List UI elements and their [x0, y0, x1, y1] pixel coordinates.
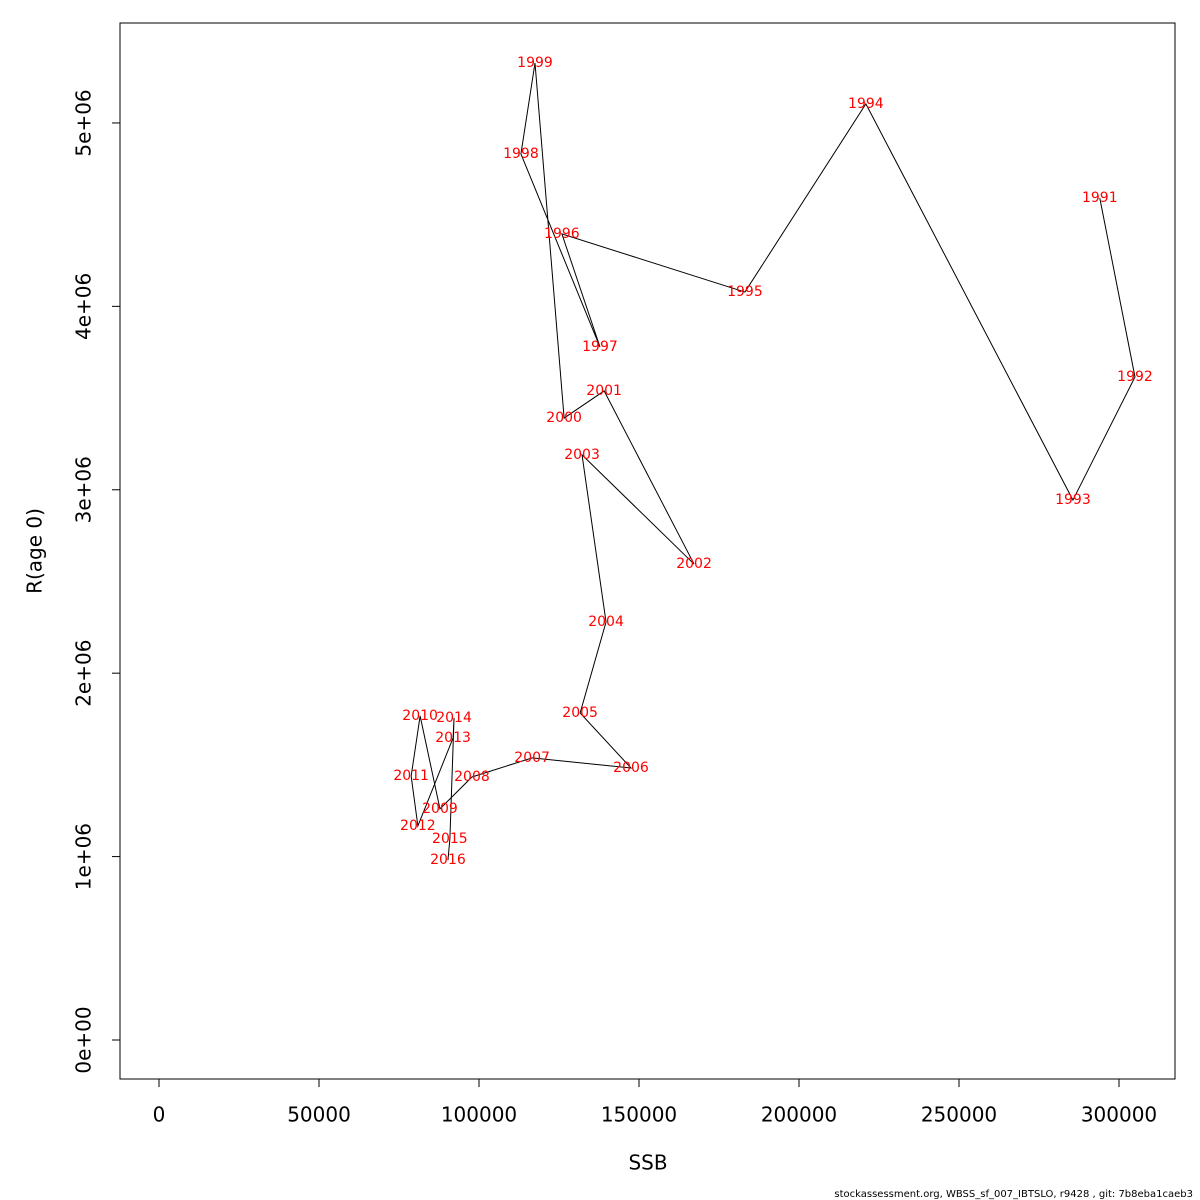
- x-tick-label: 250000: [921, 1103, 997, 1127]
- year-label: 2004: [588, 614, 624, 630]
- year-label: 2001: [586, 383, 622, 399]
- year-label: 1997: [582, 339, 618, 355]
- year-label: 1992: [1117, 369, 1153, 385]
- year-label: 1999: [517, 55, 553, 71]
- year-label: 2010: [402, 708, 438, 724]
- year-label: 2011: [393, 768, 429, 784]
- year-label: 2003: [564, 447, 600, 463]
- year-label: 2008: [454, 769, 490, 785]
- plot-frame: [119, 22, 1176, 1080]
- year-label: 1994: [848, 96, 884, 112]
- x-tick-label: 200000: [761, 1103, 837, 1127]
- year-label: 1998: [503, 146, 539, 162]
- y-tick-label: 2e+06: [72, 640, 96, 707]
- x-axis-label: SSB: [628, 1151, 667, 1175]
- y-tick-label: 1e+06: [72, 823, 96, 890]
- year-label: 2014: [436, 710, 472, 726]
- x-tick-label: 0: [153, 1103, 166, 1127]
- year-label: 1993: [1055, 492, 1091, 508]
- y-tick-label: 4e+06: [72, 273, 96, 340]
- y-tick-label: 3e+06: [72, 456, 96, 523]
- year-label: 2000: [546, 410, 582, 426]
- y-axis-label: R(age 0): [23, 508, 47, 594]
- trajectory-line: [410, 62, 1136, 861]
- year-label: 2006: [613, 760, 649, 776]
- year-label: 1991: [1082, 190, 1118, 206]
- year-label: 2013: [435, 730, 471, 746]
- year-label: 1996: [544, 226, 580, 242]
- x-tick-label: 150000: [601, 1103, 677, 1127]
- year-label: 2005: [562, 705, 598, 721]
- year-label: 2012: [400, 818, 436, 834]
- year-label: 2009: [422, 801, 458, 817]
- x-tick-label: 100000: [441, 1103, 517, 1127]
- y-tick-label: 5e+06: [72, 89, 96, 156]
- year-label: 2016: [430, 852, 466, 868]
- year-label: 1995: [727, 284, 763, 300]
- year-label: 2007: [514, 750, 550, 766]
- x-tick-label: 50000: [287, 1103, 351, 1127]
- footnote: stockassessment.org, WBSS_sf_007_IBTSLO,…: [834, 1189, 1193, 1200]
- year-label: 2002: [676, 556, 712, 572]
- y-tick-label: 0e+00: [72, 1006, 96, 1073]
- x-tick-label: 300000: [1081, 1103, 1157, 1127]
- year-label: 2015: [432, 831, 468, 847]
